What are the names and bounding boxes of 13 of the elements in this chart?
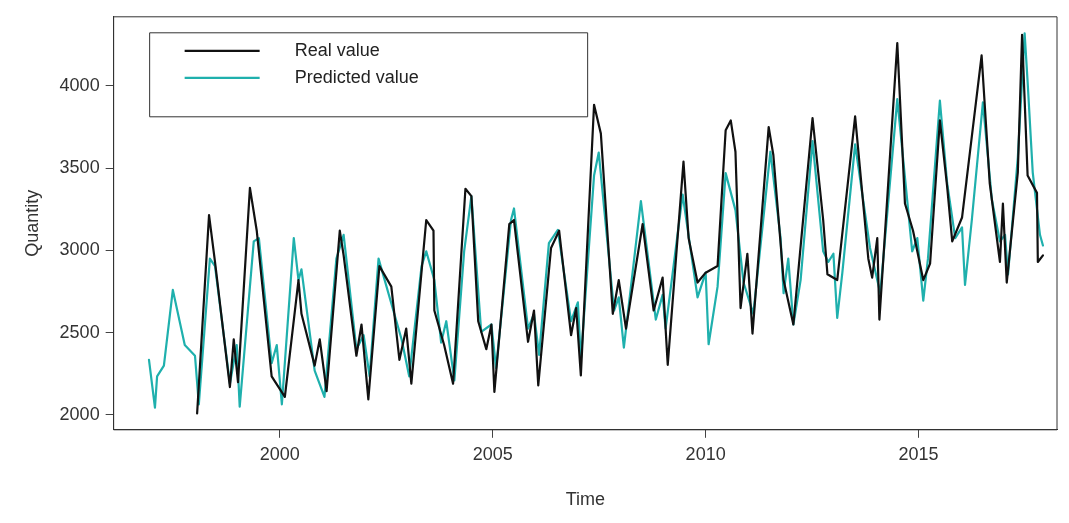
y-tick-label: 3500 (59, 157, 100, 178)
y-tick-label: 2500 (59, 321, 100, 342)
x-tick-label: 2010 (685, 443, 726, 464)
x-tick-label: 2000 (259, 443, 300, 464)
y-axis-title: Quantity (21, 189, 42, 257)
y-tick-label: 3000 (59, 239, 100, 260)
x-tick-label: 2015 (898, 443, 939, 464)
legend-label: Real value (294, 39, 380, 60)
y-tick-label: 2000 (59, 403, 100, 424)
x-tick-label: 2005 (472, 443, 513, 464)
y-tick-label: 4000 (59, 74, 100, 95)
legend-label: Predicted value (294, 66, 419, 87)
x-axis-title: Time (565, 489, 605, 510)
